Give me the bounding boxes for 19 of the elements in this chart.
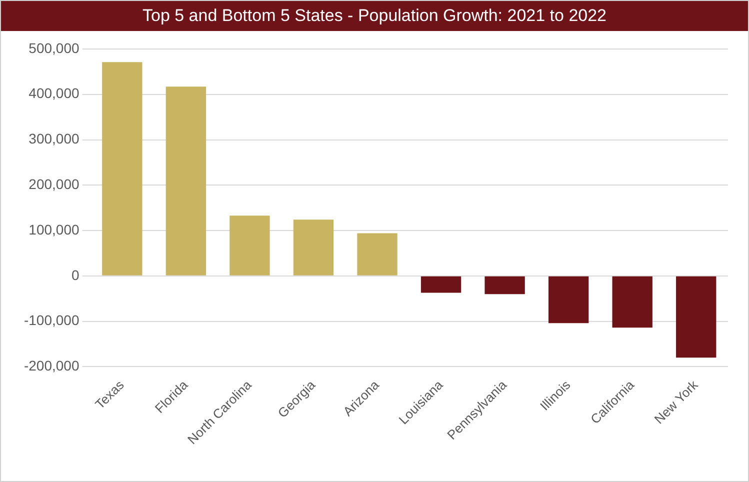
bar: [612, 276, 652, 328]
y-tick-label: 400,000: [28, 85, 80, 102]
bar: [230, 216, 270, 276]
bar: [420, 276, 462, 293]
chart-title: Top 5 and Bottom 5 States - Population Growth: 2021 to 2022: [1, 1, 748, 31]
y-tick-label: 200,000: [28, 176, 80, 192]
bar: [676, 276, 716, 358]
bar: [484, 276, 525, 294]
y-tick-label: 0: [71, 266, 80, 283]
y-tick-label: 300,000: [28, 130, 80, 147]
bar: [293, 220, 334, 276]
y-tick-label: 100,000: [28, 221, 80, 238]
y-tick-label: -100,000: [24, 312, 80, 328]
y-tick-label: 500,000: [28, 40, 80, 56]
bar: [548, 276, 589, 324]
bar: [166, 86, 206, 276]
bar: [102, 62, 142, 276]
y-tick-label: -200,000: [24, 358, 80, 374]
bar: [357, 233, 398, 276]
